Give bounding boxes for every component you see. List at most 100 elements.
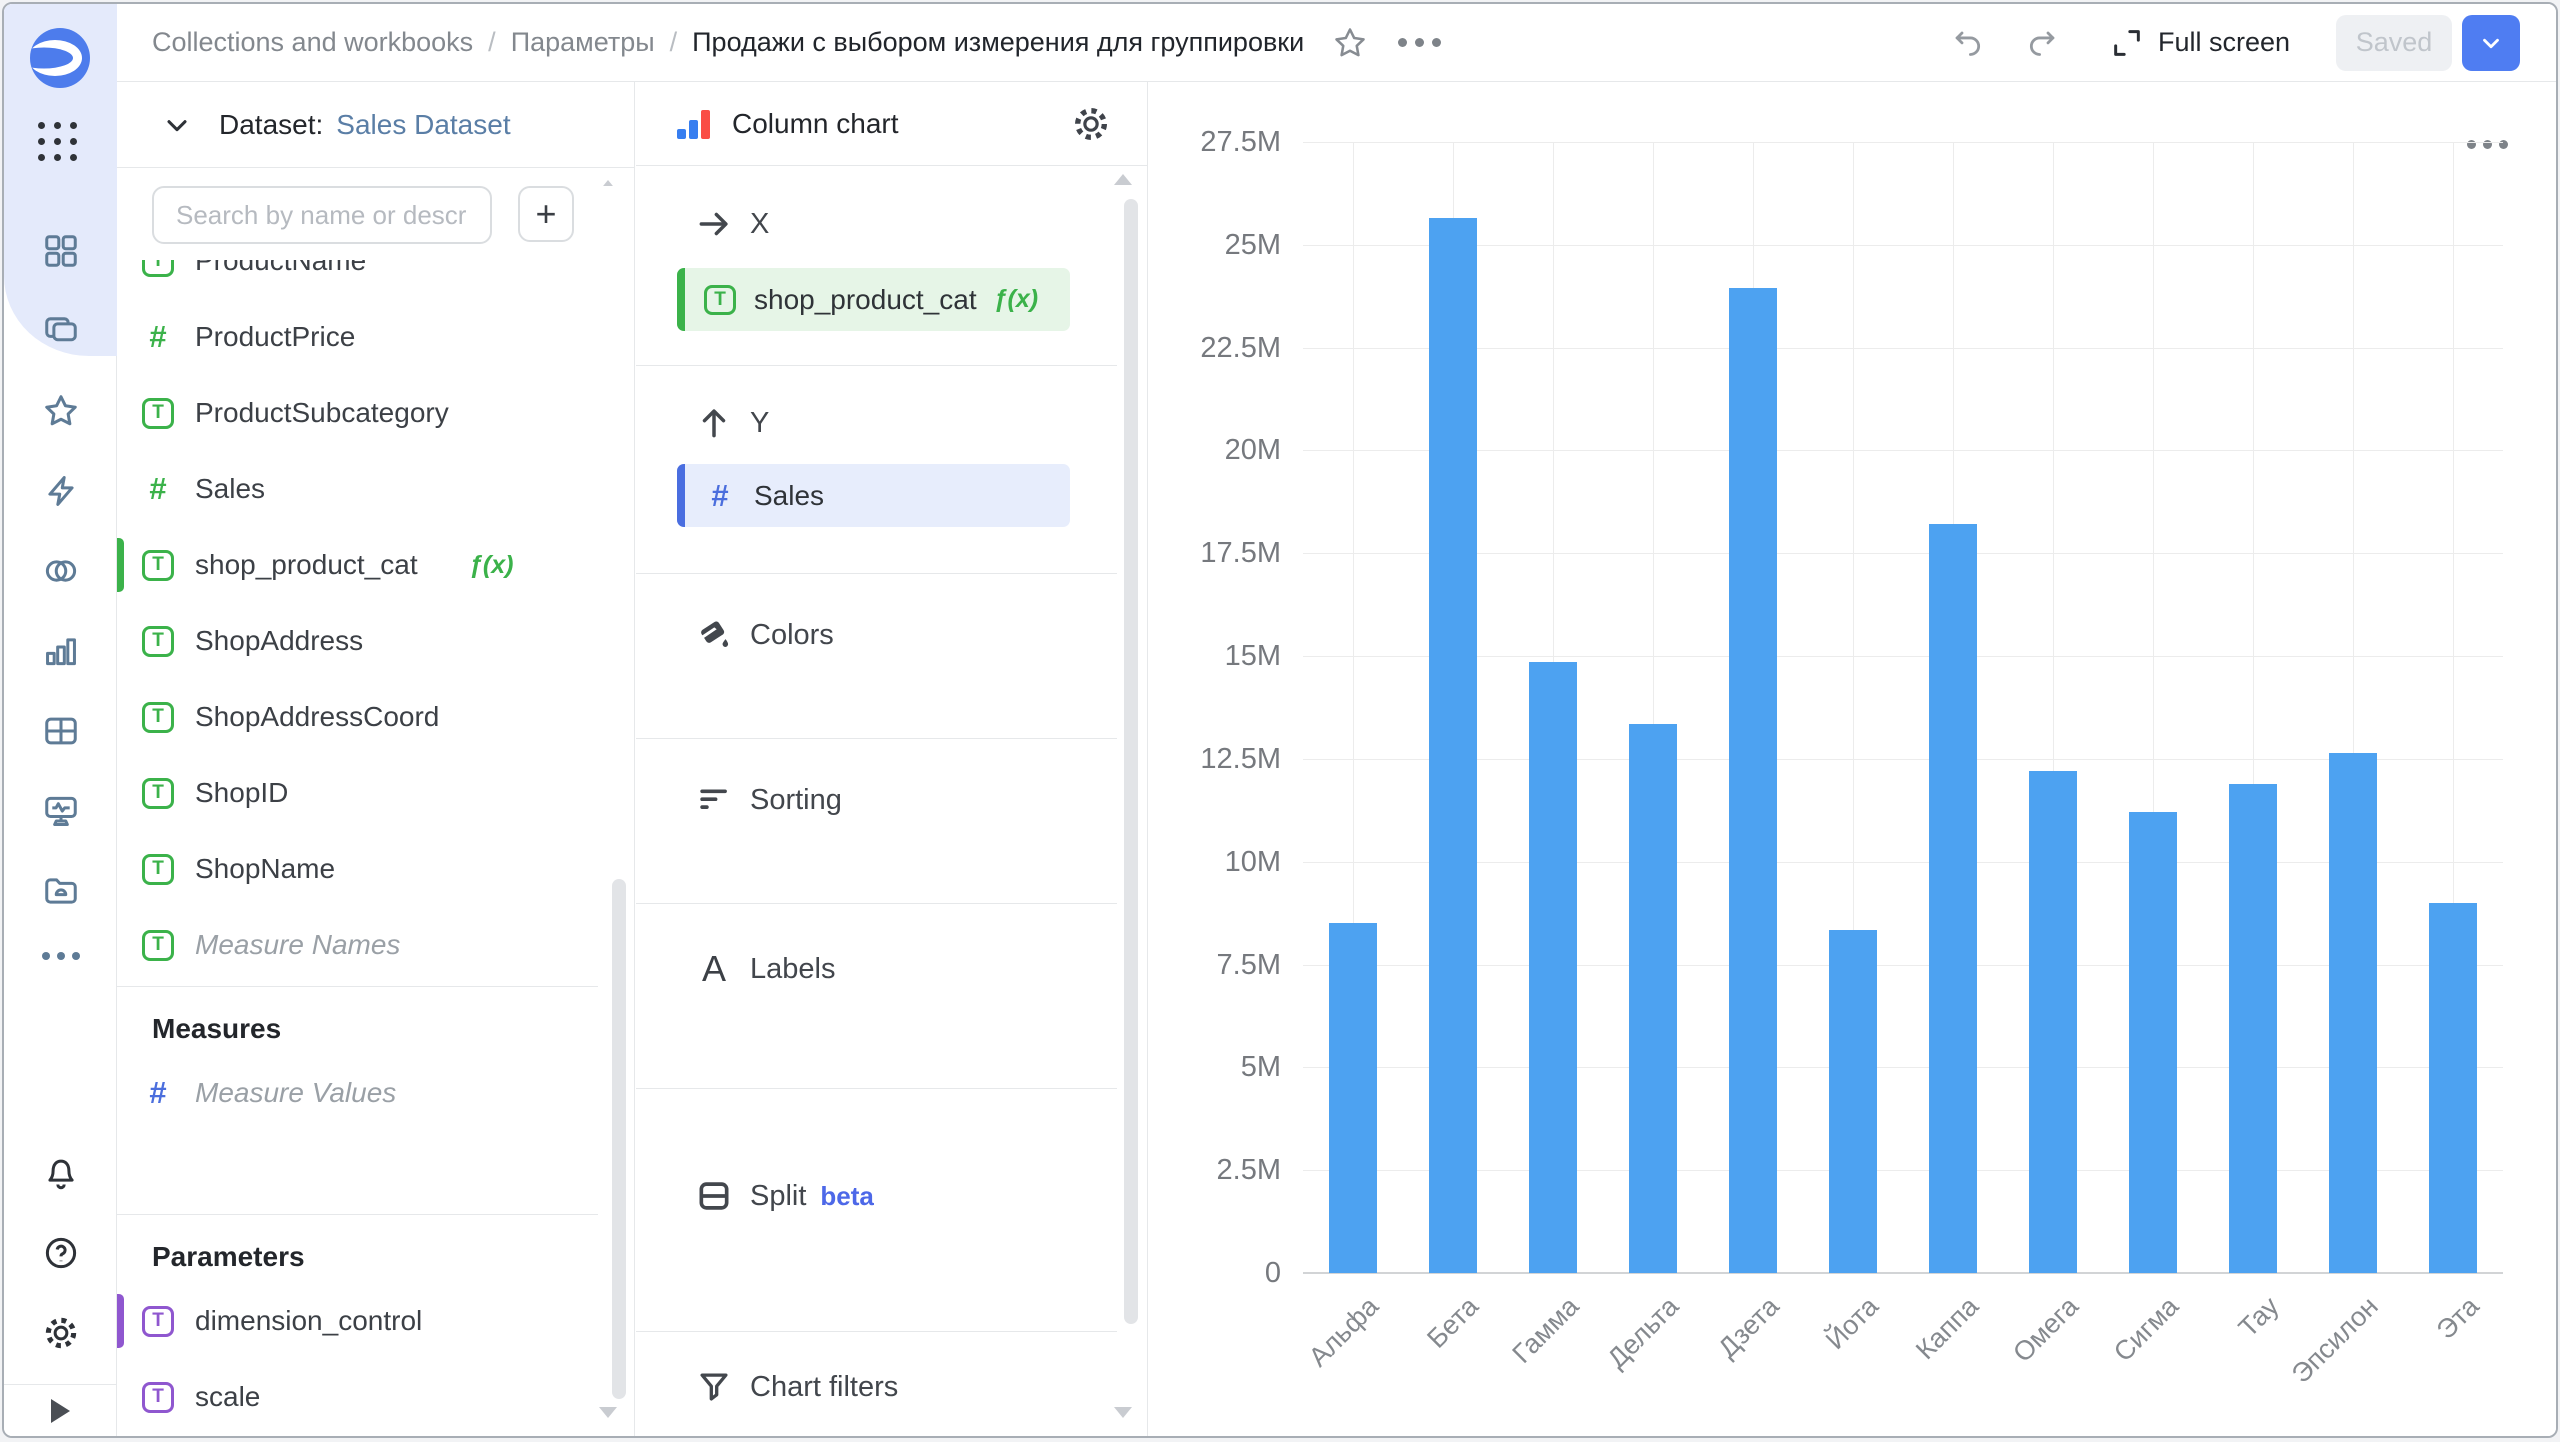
gridline <box>1303 861 2503 863</box>
field-row-shopname[interactable]: T ShopName <box>117 831 598 907</box>
config-scrollbar-thumb[interactable] <box>1124 199 1138 1324</box>
split-icon <box>695 1177 733 1215</box>
settings-gear-icon[interactable] <box>42 1314 80 1352</box>
config-scroll-up-icon[interactable] <box>1114 174 1132 185</box>
dataset-header: Dataset: Sales Dataset <box>117 82 634 168</box>
field-search-row: + <box>117 186 634 260</box>
connections-icon[interactable] <box>42 472 80 510</box>
add-field-button[interactable]: + <box>518 186 574 242</box>
field-row-shopaddresscoord[interactable]: T ShopAddressCoord <box>117 679 598 755</box>
paint-bucket-icon <box>695 616 733 654</box>
gridline <box>2053 142 2054 1273</box>
notifications-bell-icon[interactable] <box>42 1154 80 1192</box>
monitoring-icon[interactable] <box>42 792 80 830</box>
dataset-collapse-chevron-icon[interactable] <box>161 109 193 141</box>
chart-bar-Гамма[interactable] <box>1529 662 1577 1273</box>
field-row-measure-values[interactable]: # Measure Values <box>117 1055 598 1131</box>
chart-settings-gear-icon[interactable] <box>1071 104 1111 144</box>
save-dropdown-button[interactable] <box>2462 14 2520 71</box>
fullscreen-icon[interactable] <box>2110 26 2144 60</box>
breadcrumb-workbook[interactable]: Параметры <box>510 27 655 57</box>
dataset-name-link[interactable]: Sales Dataset <box>336 108 511 140</box>
field-row-measure-names[interactable]: T Measure Names <box>117 907 598 983</box>
split-label: Split <box>750 1179 807 1212</box>
datalens-logo[interactable] <box>29 27 91 89</box>
chart-bar-Альфа[interactable] <box>1329 923 1377 1273</box>
storage-folder-icon[interactable] <box>42 872 80 910</box>
fullscreen-label[interactable]: Full screen <box>2157 27 2290 57</box>
list-scroll-up-icon[interactable] <box>599 180 617 191</box>
chart-bar-Бета[interactable] <box>1429 218 1477 1273</box>
column-chart-plot: 0 2.5M 5M 7.5M 10M 12.5M 15M 17.5M 20M 22.5M 25M 27… <box>1200 126 2503 1389</box>
field-row-shopid[interactable]: T ShopID <box>117 755 598 831</box>
saved-button[interactable]: Saved <box>2336 14 2452 71</box>
y-tick-label: 25M <box>1224 228 1281 261</box>
collections-icon[interactable] <box>42 312 80 350</box>
list-scroll-down-icon[interactable] <box>599 1407 617 1418</box>
expand-rail-icon[interactable] <box>50 1398 70 1423</box>
chart-bar-Дзета[interactable] <box>1729 288 1777 1273</box>
chart-type-label[interactable]: Column chart <box>732 107 899 139</box>
dataset-panel: Dataset: Sales Dataset + T ProductName # Pr… <box>117 82 635 1436</box>
text-field-icon: T <box>142 625 174 657</box>
chart-config-panel: Column chart X T shop_product_cat ƒ(x) <box>636 82 1148 1436</box>
x-section-label: X <box>750 207 770 240</box>
datasets-icon[interactable] <box>42 552 80 590</box>
chart-bar-Каппа[interactable] <box>1929 524 1977 1273</box>
services-grid-icon[interactable] <box>38 122 77 161</box>
chart-bar-Тау[interactable] <box>2229 784 2277 1273</box>
chart-preview-area: 0 2.5M 5M 7.5M 10M 12.5M 15M 17.5M 20M 22.5M 25M 27… <box>1149 82 2556 1436</box>
labels-a-icon: A <box>701 948 726 989</box>
breadcrumb-collections[interactable]: Collections and workbooks <box>152 27 474 57</box>
y-field-chip[interactable]: # Sales <box>677 464 1070 527</box>
text-field-icon: T <box>704 284 736 315</box>
help-icon[interactable] <box>42 1234 80 1272</box>
labels-section[interactable]: A Labels <box>636 904 1117 1089</box>
gridline <box>1303 656 2503 658</box>
gridline <box>2153 142 2154 1273</box>
field-name: ShopID <box>195 777 289 808</box>
colors-section[interactable]: Colors <box>636 574 1117 739</box>
chart-filters-section[interactable]: Chart filters <box>636 1332 1117 1436</box>
favorite-star-icon[interactable] <box>1332 25 1368 61</box>
chart-menu-icon[interactable] <box>2467 140 2508 149</box>
breadcrumb-separator: / <box>669 27 678 57</box>
config-scroll-down-icon[interactable] <box>1114 1407 1132 1418</box>
dataset-scrollbar-thumb[interactable] <box>612 879 626 1399</box>
favorites-icon[interactable] <box>42 392 80 430</box>
chart-bar-Омега[interactable] <box>2029 771 2077 1273</box>
split-section[interactable]: Split beta <box>636 1089 1117 1332</box>
field-row-productname[interactable]: T ProductName <box>117 260 598 299</box>
field-row-productsubcategory[interactable]: T ProductSubcategory <box>117 375 598 451</box>
text-field-icon: T <box>142 777 174 809</box>
rail-more-icon[interactable] <box>41 952 80 960</box>
text-field-icon: T <box>142 929 174 961</box>
field-row-productprice[interactable]: # ProductPrice <box>117 299 598 375</box>
chart-bar-Сигма[interactable] <box>2129 812 2177 1273</box>
chart-bar-Йота[interactable] <box>1829 930 1877 1273</box>
redo-icon[interactable] <box>2026 27 2058 59</box>
chart-bar-Эпсилон[interactable] <box>2329 753 2377 1273</box>
undo-icon[interactable] <box>1952 27 1984 59</box>
y-tick-label: 5M <box>1240 1051 1281 1084</box>
tables-icon[interactable] <box>42 712 80 750</box>
more-actions-icon[interactable] <box>1398 38 1442 47</box>
gridline <box>1653 142 1654 1273</box>
chart-bar-Дельта[interactable] <box>1629 724 1677 1273</box>
chart-bar-Эта[interactable] <box>2429 903 2477 1273</box>
x-field-name: shop_product_cat <box>754 283 977 315</box>
field-row-sales[interactable]: # Sales <box>117 451 598 527</box>
charts-icon[interactable] <box>42 632 80 670</box>
header-actions: Full screen Saved <box>1952 14 2520 71</box>
field-name: ProductName <box>195 260 367 276</box>
dashboards-icon[interactable] <box>42 232 80 270</box>
x-field-chip[interactable]: T shop_product_cat ƒ(x) <box>677 268 1070 331</box>
field-search-input[interactable] <box>152 186 492 244</box>
sorting-section[interactable]: Sorting <box>636 739 1117 904</box>
field-row-shopaddress[interactable]: T ShopAddress <box>117 603 598 679</box>
gridline <box>1303 1067 2503 1069</box>
